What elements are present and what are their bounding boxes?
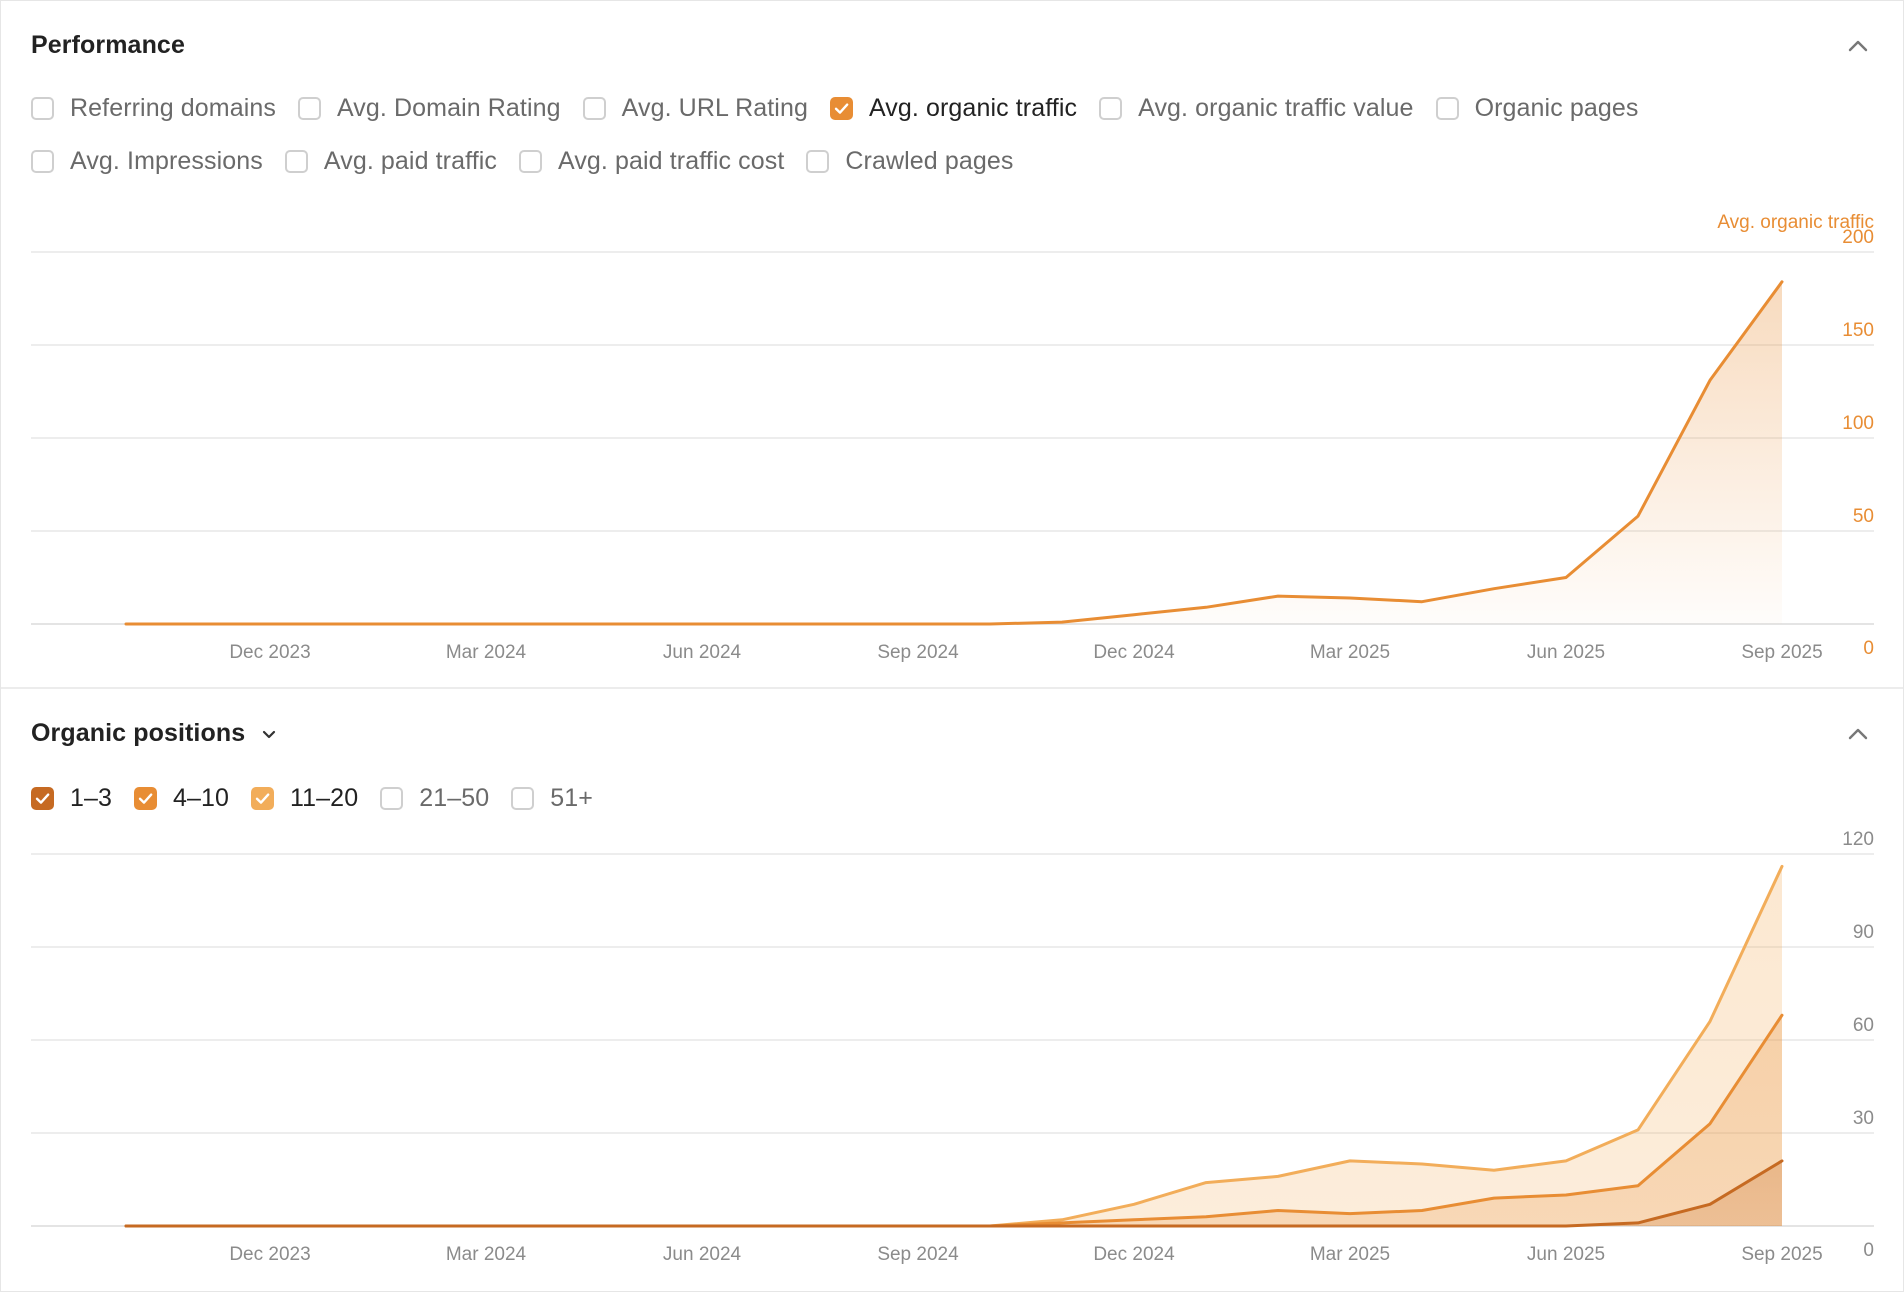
organic-positions-title: Organic positions: [31, 719, 246, 747]
checkmark-icon: [134, 787, 158, 810]
x-tick-label: Jun 2025: [1527, 642, 1605, 663]
toggle-crawled-pages[interactable]: Crawled pages: [806, 147, 1013, 176]
toggle-label: Avg. Domain Rating: [336, 94, 561, 122]
toggle-organic-pages[interactable]: Organic pages: [1435, 94, 1639, 123]
checkbox-unchecked[interactable]: [1099, 97, 1123, 120]
toggle-avg-url-rating[interactable]: Avg. URL Rating: [582, 94, 808, 123]
organic-positions-title-button[interactable]: Organic positions: [31, 719, 276, 748]
y-tick-label: 60: [1853, 1015, 1874, 1036]
toggle-label: 51+: [550, 784, 593, 812]
checkbox-unchecked[interactable]: [511, 787, 535, 810]
checkbox-unchecked[interactable]: [806, 150, 830, 173]
toggle-label: Avg. paid traffic: [323, 147, 497, 175]
x-tick-label: Mar 2025: [1310, 1244, 1390, 1265]
checkbox-unchecked[interactable]: [297, 97, 321, 120]
toggle-avg-organic-traffic-value[interactable]: Avg. organic traffic value: [1099, 94, 1413, 123]
checkbox-unchecked[interactable]: [31, 97, 54, 120]
toggle-avg-domain-rating[interactable]: Avg. Domain Rating: [297, 94, 561, 123]
checkbox-unchecked[interactable]: [284, 150, 308, 173]
series-line-1-3[interactable]: [124, 1159, 1784, 1228]
checkbox-unchecked[interactable]: [582, 97, 606, 120]
toggle-51[interactable]: 51+: [511, 784, 593, 813]
checkbox-unchecked[interactable]: [380, 787, 404, 810]
chevron-up-icon: [1848, 728, 1868, 740]
toggle-label: Avg. URL Rating: [621, 94, 808, 122]
organic-positions-panel: Organic positions 1–3 4–10 11–20 21–50 51+ 0…: [1, 689, 1903, 1291]
y-tick-label: 100: [1842, 413, 1874, 434]
toggle-label: 1–3: [70, 784, 113, 812]
checkmark-icon: [829, 97, 853, 120]
x-tick-label: Mar 2024: [446, 642, 527, 663]
x-tick-label: Sep 2025: [1741, 1244, 1822, 1265]
metric-toggle-row-2: Avg. Impressions Avg. paid traffic Avg. pa…: [31, 147, 1035, 176]
x-tick-label: Jun 2025: [1527, 1244, 1605, 1265]
toggle-label: Avg. paid traffic cost: [558, 147, 785, 175]
y-tick-label: 30: [1853, 1108, 1874, 1129]
x-tick-label: Sep 2024: [877, 1244, 959, 1265]
series-area-4-10: [126, 1015, 1782, 1226]
toggle-label: Avg. Impressions: [70, 147, 263, 175]
checkbox-checked[interactable]: [134, 787, 158, 810]
y-tick-label: 0: [1863, 1240, 1874, 1261]
metric-toggle-row-1: Referring domains Avg. Domain Rating Avg. …: [31, 94, 1660, 123]
checkmark-icon: [31, 787, 54, 810]
panel-divider: [1, 687, 1903, 689]
y-tick-label: 50: [1853, 506, 1874, 527]
performance-panel: Performance Referring domains Avg. Domain…: [1, 1, 1903, 687]
checkmark-icon: [251, 787, 275, 810]
toggle-label: Referring domains: [70, 94, 276, 122]
toggle-avg-organic-traffic[interactable]: Avg. organic traffic: [829, 94, 1078, 123]
x-tick-label: Sep 2025: [1741, 642, 1822, 663]
x-tick-label: Mar 2025: [1310, 642, 1390, 663]
x-tick-label: Mar 2024: [446, 1244, 527, 1265]
checkbox-unchecked[interactable]: [519, 150, 542, 173]
toggle-4-10[interactable]: 4–10: [134, 784, 229, 813]
toggle-avg-paid-traffic-cost[interactable]: Avg. paid traffic cost: [519, 147, 784, 176]
chevron-down-icon: [263, 731, 276, 739]
y-tick-label: 90: [1853, 922, 1874, 943]
toggle-avg-paid-traffic[interactable]: Avg. paid traffic: [284, 147, 497, 176]
toggle-1-3[interactable]: 1–3: [31, 784, 112, 813]
organic-positions-chart: 0 30 60 90 120 Dec 2023 Mar 2024 Jun 2024 Sep 20…: [31, 829, 1874, 1265]
position-filter-row: 1–3 4–10 11–20 21–50 51+: [31, 784, 615, 813]
checkbox-checked[interactable]: [31, 787, 54, 810]
series-line-avg-organic-traffic[interactable]: [124, 280, 1784, 626]
x-tick-label: Jun 2024: [663, 1244, 742, 1265]
checkbox-checked[interactable]: [829, 97, 853, 120]
toggle-21-50[interactable]: 21–50: [380, 784, 489, 813]
toggle-avg-impressions[interactable]: Avg. Impressions: [31, 147, 263, 176]
toggle-label: 21–50: [419, 784, 490, 812]
chevron-up-icon: [1848, 40, 1868, 52]
performance-collapse-button[interactable]: [1843, 31, 1873, 61]
toggle-label: Organic pages: [1474, 94, 1639, 122]
checkbox-checked[interactable]: [251, 787, 275, 810]
y-tick-label: 120: [1842, 829, 1874, 850]
organic-positions-collapse-button[interactable]: [1843, 719, 1873, 749]
toggle-label: Avg. organic traffic: [868, 94, 1078, 122]
x-tick-label: Dec 2023: [229, 1244, 310, 1265]
toggle-label: Avg. organic traffic value: [1138, 94, 1414, 122]
toggle-referring-domains[interactable]: Referring domains: [31, 94, 276, 123]
toggle-label: 4–10: [173, 784, 230, 812]
checkbox-unchecked[interactable]: [31, 150, 54, 173]
toggle-label: Crawled pages: [845, 147, 1014, 175]
x-tick-label: Dec 2024: [1093, 1244, 1175, 1265]
series-axis-label: Avg. organic traffic: [1717, 212, 1874, 233]
series-area-11-20: [126, 866, 1782, 1226]
toggle-11-20[interactable]: 11–20: [251, 784, 358, 813]
x-tick-label: Dec 2023: [229, 642, 310, 663]
performance-title: Performance: [31, 31, 185, 59]
series-area-avg-organic-traffic: [126, 281, 1782, 624]
toggle-label: 11–20: [290, 784, 359, 812]
performance-chart: 0 50 100 150 200 Dec 2023 Mar 2024 Jun 2024 Sep …: [31, 212, 1874, 663]
y-tick-label: 150: [1842, 320, 1874, 341]
checkbox-unchecked[interactable]: [1435, 97, 1459, 120]
x-tick-label: Dec 2024: [1093, 642, 1175, 663]
x-tick-label: Jun 2024: [663, 642, 742, 663]
x-tick-label: Sep 2024: [877, 642, 959, 663]
y-tick-label: 0: [1863, 638, 1874, 659]
y-tick-label: 200: [1842, 227, 1874, 248]
